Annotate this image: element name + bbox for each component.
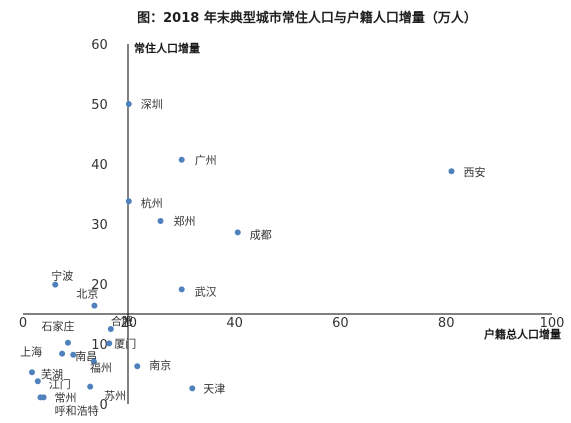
data-point-label: 合肥 xyxy=(111,314,133,328)
data-point xyxy=(91,302,98,309)
data-point-label: 厦门 xyxy=(114,336,136,350)
data-point xyxy=(125,101,132,107)
data-point-label: 芜湖 xyxy=(41,367,63,381)
y-tick-label: 50 xyxy=(91,98,108,113)
x-tick-label: 40 xyxy=(226,316,243,331)
data-point-label: 武汉 xyxy=(195,285,217,298)
data-point xyxy=(87,383,94,390)
data-point-label: 北京 xyxy=(76,287,98,301)
x-tick-label: 100 xyxy=(540,316,565,331)
data-point-label: 天津 xyxy=(203,382,225,395)
data-point xyxy=(134,363,141,370)
y-tick-label: 20 xyxy=(91,278,108,293)
y-axis-title: 常住人口增量 xyxy=(134,41,200,55)
data-point xyxy=(106,340,113,347)
data-point xyxy=(28,369,35,376)
data-point xyxy=(40,394,47,401)
data-point-label: 福州 xyxy=(90,360,112,374)
data-point xyxy=(448,168,455,175)
data-point-label: 上海 xyxy=(20,345,42,359)
data-point-label: 广州 xyxy=(195,154,217,167)
data-point xyxy=(52,281,59,288)
y-tick-label: 0 xyxy=(100,398,108,413)
data-point xyxy=(178,286,185,293)
data-point-label: 宁波 xyxy=(51,269,73,283)
data-point xyxy=(189,385,196,392)
y-tick-label: 40 xyxy=(91,158,108,173)
data-point xyxy=(34,378,41,385)
chart-title: 图：2018 年末典型城市常住人口与户籍人口增量（万人） xyxy=(137,10,477,26)
data-point-label: 郑州 xyxy=(174,214,196,228)
data-point-label: 杭州 xyxy=(141,196,163,210)
data-point-label: 南京 xyxy=(149,358,171,372)
y-tick-label: 30 xyxy=(91,218,108,233)
data-point xyxy=(64,339,71,346)
data-point xyxy=(178,156,185,163)
data-point xyxy=(107,326,114,332)
data-point-label: 江门 xyxy=(49,377,71,391)
data-point-label: 石家庄 xyxy=(41,319,74,333)
x-tick-label: 60 xyxy=(332,316,349,331)
data-point xyxy=(125,198,132,205)
data-point xyxy=(157,218,164,224)
data-point-label: 呼和浩特 xyxy=(55,403,99,417)
data-point-label: 西安 xyxy=(463,165,485,179)
y-axis-ticks: 0 10 20 30 40 50 60 xyxy=(91,38,108,413)
data-point-label: 苏州 xyxy=(104,390,126,403)
x-axis-ticks: 0 20 40 60 80 100 xyxy=(19,316,565,331)
x-tick-label: 80 xyxy=(438,316,455,331)
x-axis-title: 户籍总人口增量 xyxy=(484,327,561,341)
x-tick-label: 20 xyxy=(121,316,138,331)
data-point xyxy=(70,351,77,358)
data-point xyxy=(59,350,66,357)
data-point-label: 深圳 xyxy=(141,98,163,111)
data-point-label: 常州 xyxy=(54,391,76,404)
x-tick-label: 0 xyxy=(19,316,27,331)
data-point xyxy=(234,229,241,236)
data-point xyxy=(90,358,97,365)
y-tick-label: 10 xyxy=(91,338,108,353)
y-tick-label: 60 xyxy=(91,38,108,53)
data-point-label: 成都 xyxy=(250,228,272,241)
